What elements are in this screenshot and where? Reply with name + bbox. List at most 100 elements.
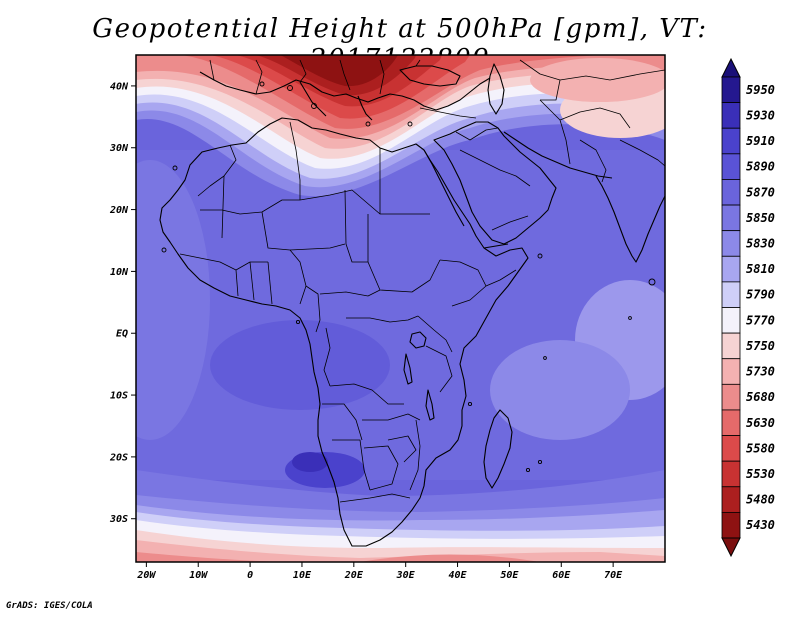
- colorbar-label: 5480: [746, 493, 775, 507]
- axis-ticks: 20W 10W 0 10E 20E 30E 40E 50E 60E 70E 40N 30N 20N 10N…: [109, 81, 623, 581]
- india-coastline: [595, 175, 665, 263]
- lon-tick-label: 30E: [396, 570, 416, 581]
- socotra: [537, 253, 543, 259]
- colorbar-label: 5890: [746, 160, 775, 174]
- sicily: [311, 103, 317, 109]
- colorbar-swatch: [721, 383, 741, 411]
- lat-tick-label: 40N: [110, 81, 129, 92]
- cyprus: [407, 121, 413, 127]
- colorbar-swatch: [721, 435, 741, 462]
- border-botswana: [363, 445, 399, 491]
- band-s-5680: [136, 540, 665, 562]
- border-sudan: [367, 214, 441, 293]
- plot-area: [136, 55, 665, 562]
- iran-coastline: [503, 131, 613, 179]
- colorbar-swatch: [721, 460, 741, 488]
- colorbar-bottom-arrow: [721, 537, 741, 558]
- colorbar-label: 5790: [746, 288, 775, 302]
- sardinia: [287, 85, 293, 91]
- border-central-asia-2: [540, 79, 561, 101]
- border-westafrica-4: [267, 261, 273, 305]
- colorbar-label: 5810: [746, 262, 775, 276]
- border-drc-north: [346, 315, 419, 323]
- border-zimbabwe: [387, 435, 417, 463]
- lon-tick-label: 10W: [189, 570, 208, 581]
- cape-verde: [161, 247, 167, 253]
- border-india-north: [619, 139, 665, 167]
- colorbar-label: 5910: [746, 134, 775, 148]
- colorbar-label: 5430: [746, 518, 775, 532]
- border-afghan: [559, 107, 631, 129]
- sao-tome: [295, 319, 301, 325]
- band-n-5430: [280, 55, 398, 87]
- border-cameroon: [305, 285, 321, 333]
- colorbar-swatch: [721, 230, 741, 257]
- colorbar-label: 5580: [746, 441, 775, 455]
- field-atlantic-patch: [136, 160, 210, 440]
- colorbar-label: 5830: [746, 236, 775, 250]
- border-namibia: [332, 439, 371, 491]
- colorbar-label: 5950: [746, 83, 775, 97]
- lat-tick-label: 30N: [109, 143, 129, 154]
- border-drc-west: [323, 327, 331, 387]
- colorbar-swatch: [721, 179, 741, 206]
- colorbar-swatch: [721, 76, 741, 104]
- band-ne-lighter: [530, 58, 665, 102]
- colorbar-swatch: [721, 153, 741, 180]
- madagascar-coastline: [483, 409, 513, 489]
- crete: [365, 121, 371, 127]
- border-iran-east: [539, 99, 571, 165]
- border-yemen: [491, 215, 529, 231]
- border-tanzania: [425, 345, 453, 393]
- colorbar-label: 5530: [746, 467, 775, 481]
- border-car: [319, 289, 381, 297]
- credit-text: GrADS: IGES/COLA: [6, 601, 93, 611]
- black-sea-coastline: [399, 65, 461, 87]
- colorbar-swatch: [721, 486, 741, 513]
- border-europe-4: [339, 59, 351, 91]
- gulf-aden: [483, 243, 509, 249]
- border-europe-2: [255, 59, 263, 95]
- colorbar-swatch: [721, 204, 741, 232]
- colorbar-swatch: [721, 102, 741, 129]
- border-central-asia: [519, 59, 665, 81]
- colorbar-swatch: [721, 307, 741, 334]
- border-drc-south: [329, 383, 404, 405]
- border-westafrica-2: [235, 269, 239, 297]
- field-indian-ocean-mid: [490, 340, 630, 440]
- colorbar-label: 5630: [746, 416, 775, 430]
- maldives: [628, 316, 632, 320]
- comoros: [467, 401, 473, 407]
- islands: [161, 81, 656, 473]
- colorbar-label: 5730: [746, 365, 775, 379]
- border-nigeria: [289, 249, 307, 305]
- italy-coastline: [299, 81, 327, 117]
- border-chad: [344, 189, 368, 263]
- lake-victoria: [409, 331, 427, 349]
- lon-tick-label: 40E: [449, 570, 468, 581]
- border-europe-3: [299, 59, 307, 83]
- colorbar-swatch: [721, 332, 741, 360]
- band-s-5630: [136, 552, 300, 562]
- colorbar-swatch: [721, 255, 741, 283]
- plot-frame: [135, 54, 666, 563]
- border-westafrica-3: [249, 261, 255, 301]
- border-europe-6: [415, 59, 421, 67]
- colorbar-swatch: [721, 409, 741, 436]
- field-congo-dark: [210, 320, 390, 410]
- colorbar-swatch: [721, 281, 741, 308]
- lake-tanganyika: [403, 353, 413, 385]
- border-algeria-libya: [289, 121, 301, 200]
- border-sahel-line: [200, 189, 430, 215]
- colorbar-swatch: [721, 511, 741, 539]
- border-somalia: [485, 269, 517, 287]
- lat-tick-label: EQ: [116, 329, 128, 340]
- colorbar-label: 5850: [746, 211, 775, 225]
- colorbar-label: 5870: [746, 185, 775, 199]
- lat-tick-label: 30S: [109, 514, 128, 525]
- border-europe-5: [379, 59, 385, 95]
- lon-tick-label: 60E: [552, 570, 571, 581]
- lat-tick-label: 10S: [110, 391, 128, 402]
- lon-tick-label: 70E: [604, 570, 623, 581]
